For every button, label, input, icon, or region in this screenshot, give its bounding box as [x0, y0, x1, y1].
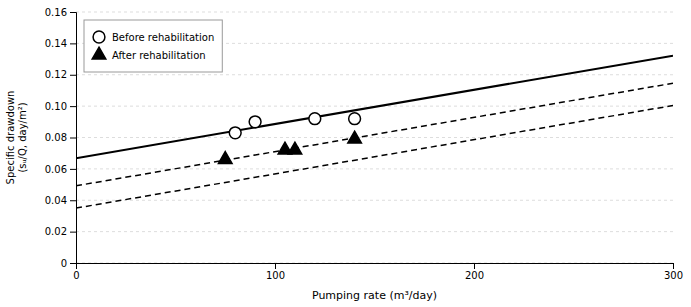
legend-box: [84, 20, 222, 72]
legend: Before rehabilitation After rehabilitatio…: [84, 20, 222, 72]
point: [288, 142, 302, 154]
y-axis-title-line: (sᵤ/Q, day/m²): [17, 102, 28, 172]
point: [349, 113, 361, 125]
axis-line: [77, 264, 674, 270]
tick-label: 300: [664, 270, 683, 281]
tick: 100: [266, 263, 285, 281]
tick: 0.16: [45, 7, 76, 18]
tick-label: 0.04: [45, 195, 67, 206]
tick-mark: [474, 263, 475, 269]
tick-mark: [70, 232, 76, 233]
y-axis-title-line: Specific drawdown: [5, 91, 16, 185]
tick-mark: [70, 12, 76, 13]
tick-label: 0: [61, 258, 67, 269]
grid-line: [76, 137, 673, 138]
tick: 0.06: [45, 164, 76, 175]
tick: 0.12: [45, 69, 76, 80]
tick-mark: [70, 138, 76, 139]
marks: [76, 56, 673, 208]
y-axis-title: Specific drawdown(sᵤ/Q, day/m²): [5, 91, 28, 185]
tick: 0.08: [45, 132, 76, 143]
tick: 0.02: [45, 226, 76, 237]
line: [76, 105, 673, 208]
grid-line: [76, 200, 673, 201]
tick-mark: [275, 263, 276, 269]
point: [229, 127, 241, 139]
tick: 0: [61, 258, 76, 269]
plot: 010020030000.020.040.060.080.100.120.140…: [5, 7, 683, 302]
tick: 300: [664, 263, 683, 281]
tick-label: 0.14: [45, 38, 67, 49]
tick: 0.04: [45, 195, 76, 206]
tick-label: 0: [73, 270, 79, 281]
tick-mark: [673, 263, 674, 269]
tick-mark: [70, 106, 76, 107]
tick-label: 200: [465, 270, 484, 281]
x-axis: 0 100 200 300: [73, 263, 683, 281]
axis-line: [70, 13, 77, 264]
grid-line: [76, 12, 673, 13]
tick-label: 100: [266, 270, 285, 281]
tick: 200: [465, 263, 484, 281]
legend-label: Before rehabilitation: [112, 32, 214, 43]
point: [348, 131, 362, 143]
tick: 0: [73, 263, 79, 281]
point: [249, 116, 261, 128]
tick-mark: [70, 43, 76, 44]
grid-line: [76, 231, 673, 232]
tick-mark: [70, 169, 76, 170]
x-axis-title: Pumping rate (m³/day): [312, 289, 437, 302]
point: [309, 113, 321, 125]
tick-mark: [70, 263, 76, 264]
tick-label: 0.02: [45, 226, 67, 237]
line: [76, 83, 673, 186]
point: [218, 152, 232, 164]
tick-label: 0.06: [45, 164, 67, 175]
tick-label: 0.10: [45, 101, 67, 112]
tick-label: 0.12: [45, 69, 67, 80]
grid-line: [76, 168, 673, 169]
grid: [76, 12, 673, 263]
tick-label: 0.16: [45, 7, 67, 18]
legend-label: After rehabilitation: [112, 50, 206, 61]
y-axis: 0 0.02 0.04 0.06 0.08 0.10 0.12 0.14 0.16: [45, 7, 77, 269]
tick-mark: [70, 75, 76, 76]
legend-symbol: [92, 47, 106, 59]
grid-line: [76, 74, 673, 75]
tick: 0.10: [45, 101, 76, 112]
chart: 010020030000.020.040.060.080.100.120.140…: [0, 0, 691, 307]
tick-label: 0.08: [45, 132, 67, 143]
tick-mark: [70, 200, 76, 201]
legend-symbol: [93, 31, 105, 43]
tick: 0.14: [45, 38, 76, 49]
